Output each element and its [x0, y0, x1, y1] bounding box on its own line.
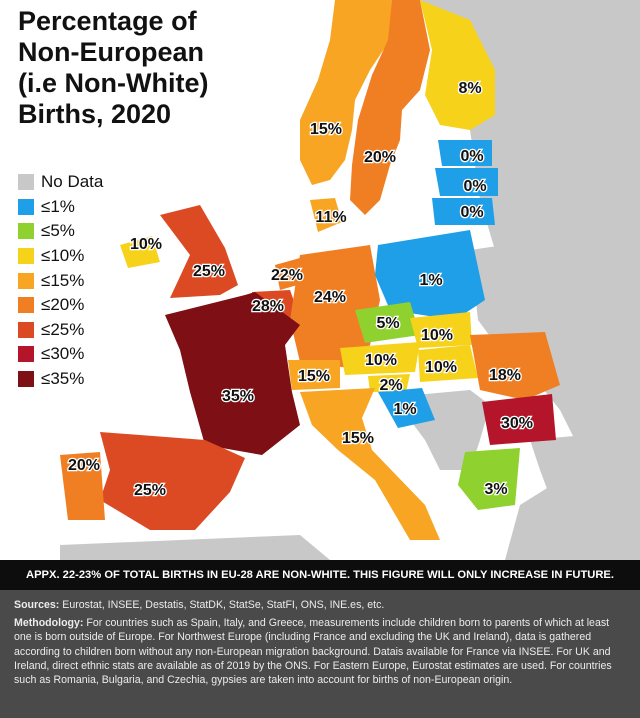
legend-label: ≤5% — [41, 221, 75, 241]
methodology-text: For countries such as Spain, Italy, and … — [14, 617, 612, 687]
label-belgium: 28% — [252, 298, 284, 315]
label-switzerland: 15% — [298, 368, 330, 385]
legend-item-5: ≤5% — [18, 219, 103, 244]
legend-item-35: ≤35% — [18, 367, 103, 392]
europe-map: 8% 15% 20% 0% 0% 0% 11% 10% 25% 22% 28% … — [60, 0, 640, 560]
bulgaria-shape — [482, 394, 556, 445]
legend-label: No Data — [41, 172, 104, 192]
legend-swatch — [18, 248, 34, 265]
label-croatia: 1% — [393, 401, 416, 418]
label-latvia: 0% — [463, 178, 486, 195]
sources-label: Sources: — [14, 599, 60, 611]
spain-shape — [100, 432, 245, 530]
uk-shape — [160, 205, 238, 298]
label-portugal: 20% — [68, 457, 100, 474]
turkey-land — [530, 430, 640, 520]
legend-item-15: ≤15% — [18, 268, 103, 293]
belarus-ukraine-land — [470, 240, 560, 355]
title-line-3: (i.e Non-White) — [18, 68, 209, 98]
austria-shape — [340, 342, 420, 375]
finland-shape — [420, 0, 495, 130]
legend-label: ≤35% — [41, 369, 85, 389]
legend-swatch — [18, 272, 34, 289]
hungary-shape — [418, 345, 478, 382]
estonia-shape — [438, 140, 492, 166]
legend-swatch — [18, 346, 34, 363]
legend-item-30: ≤30% — [18, 342, 103, 367]
label-poland: 1% — [419, 272, 442, 289]
label-norway: 15% — [310, 121, 342, 138]
legend-item-10: ≤10% — [18, 244, 103, 269]
poland-shape — [375, 230, 485, 320]
legend-swatch — [18, 321, 34, 338]
label-lithuania: 0% — [460, 204, 483, 221]
label-uk: 25% — [193, 263, 225, 280]
map-title: Percentage of Non-European (i.e Non-Whit… — [18, 6, 208, 130]
label-czechia: 5% — [376, 315, 399, 332]
sweden-shape — [350, 0, 430, 215]
label-austria: 10% — [365, 352, 397, 369]
legend-item-no-data: No Data — [18, 170, 103, 195]
legend-label: ≤25% — [41, 319, 85, 339]
label-slovenia: 2% — [379, 377, 402, 394]
legend-label: ≤20% — [41, 295, 85, 315]
legend-swatch — [18, 174, 34, 191]
switzerland-shape — [288, 360, 340, 390]
label-italy: 15% — [342, 430, 374, 447]
lithuania-shape — [432, 198, 495, 225]
label-germany: 24% — [314, 289, 346, 306]
label-hungary: 10% — [425, 359, 457, 376]
slovenia-shape — [368, 374, 410, 392]
legend: No Data ≤1% ≤5% ≤10% ≤15% ≤20% ≤25% ≤30%… — [18, 170, 103, 391]
africa-land — [60, 535, 330, 560]
denmark-shape — [310, 198, 342, 232]
methodology-note: Methodology: For countries such as Spain… — [14, 616, 626, 687]
slovakia-shape — [410, 312, 472, 348]
legend-label: ≤1% — [41, 196, 75, 216]
czechia-shape — [355, 302, 420, 343]
legend-swatch — [18, 297, 34, 314]
ireland-shape — [120, 236, 160, 268]
latvia-shape — [435, 168, 498, 196]
greece-shape — [458, 448, 520, 510]
legend-item-1: ≤1% — [18, 195, 103, 220]
title-line-1: Percentage of — [18, 6, 197, 36]
label-netherlands: 22% — [271, 267, 303, 284]
label-spain: 25% — [134, 482, 166, 499]
legend-swatch — [18, 223, 34, 240]
label-estonia: 0% — [460, 148, 483, 165]
label-france: 35% — [222, 388, 254, 405]
label-slovakia: 10% — [421, 327, 453, 344]
methodology-label: Methodology: — [14, 617, 84, 630]
label-bulgaria: 30% — [501, 415, 533, 432]
label-finland: 8% — [458, 80, 481, 97]
croatia-shape — [378, 388, 435, 428]
legend-swatch — [18, 371, 34, 388]
legend-label: ≤30% — [41, 344, 85, 364]
title-line-2: Non-European — [18, 37, 204, 67]
france-shape — [165, 292, 300, 455]
footer-notes: Sources: Eurostat, INSEE, Destatis, Stat… — [0, 590, 640, 718]
legend-label: ≤10% — [41, 246, 85, 266]
title-line-4: Births, 2020 — [18, 99, 172, 129]
legend-label: ≤15% — [41, 270, 85, 290]
legend-item-20: ≤20% — [18, 293, 103, 318]
legend-item-25: ≤25% — [18, 318, 103, 343]
sources-note: Sources: Eurostat, INSEE, Destatis, Stat… — [14, 598, 626, 612]
sources-text: Eurostat, INSEE, Destatis, StatDK, StatS… — [59, 599, 385, 611]
germany-shape — [290, 245, 380, 368]
label-romania: 18% — [489, 367, 521, 384]
portugal-shape — [60, 452, 105, 520]
italy-shape — [300, 388, 440, 540]
label-sweden: 20% — [364, 149, 396, 166]
label-ireland: 10% — [130, 236, 162, 253]
norway-shape — [300, 0, 392, 185]
label-greece: 3% — [484, 481, 507, 498]
label-denmark: 11% — [315, 209, 346, 226]
summary-banner: APPX. 22-23% OF TOTAL BIRTHS IN EU-28 AR… — [0, 560, 640, 590]
romania-shape — [470, 332, 560, 400]
legend-swatch — [18, 198, 34, 215]
